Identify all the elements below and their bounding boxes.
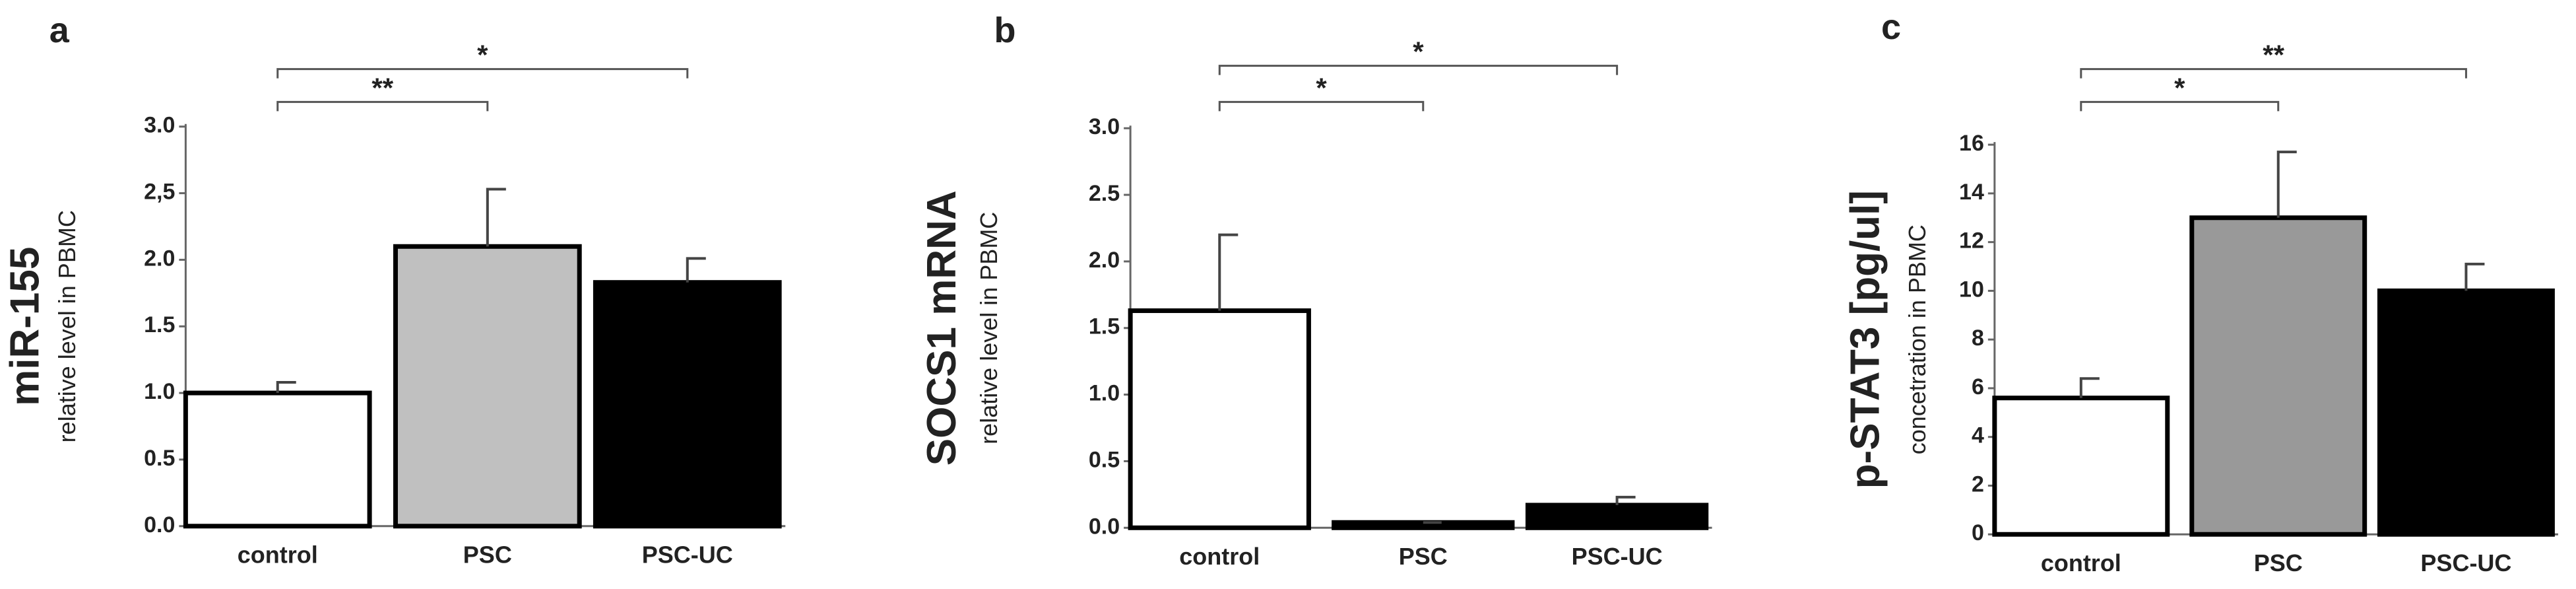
error-bar bbox=[1218, 233, 1239, 311]
x-tick-label: PSC-UC bbox=[1572, 543, 1663, 570]
bar bbox=[593, 280, 782, 529]
y-tick-label: 2.5 bbox=[1089, 181, 1120, 206]
y-tick-label: 0.5 bbox=[144, 446, 175, 471]
y-tick-label: 12 bbox=[1959, 228, 1984, 254]
significance-bracket bbox=[2080, 100, 2280, 112]
y-tick-label: 2,5 bbox=[144, 180, 175, 205]
y-tick-label: 2.0 bbox=[144, 246, 175, 271]
error-bar bbox=[486, 188, 506, 247]
y-tick-label: 0.5 bbox=[1089, 447, 1120, 472]
bar bbox=[1128, 308, 1311, 530]
panel-label: a bbox=[49, 11, 70, 50]
significance-bracket bbox=[276, 100, 489, 112]
error-bar bbox=[1615, 495, 1636, 506]
significance-label: * bbox=[2174, 72, 2185, 103]
x-tick-label: PSC-UC bbox=[2420, 549, 2511, 576]
y-tick-label: 1.5 bbox=[144, 312, 175, 337]
y-tick-label: 4 bbox=[1972, 423, 1984, 448]
x-tick-label: PSC bbox=[463, 541, 512, 568]
x-tick-label: PSC bbox=[2254, 549, 2303, 576]
error-bar bbox=[276, 380, 296, 394]
error-bar bbox=[2464, 262, 2485, 291]
y-tick-label: 0.0 bbox=[144, 512, 175, 537]
x-tick-label: control bbox=[238, 541, 318, 568]
bar bbox=[393, 244, 582, 529]
y-axis-subtitle: relative level in PBMC bbox=[53, 210, 80, 442]
significance-bracket bbox=[1218, 100, 1425, 112]
y-tick-label: 1.0 bbox=[1089, 381, 1120, 406]
y-axis-subtitle: relative level in PBMC bbox=[975, 212, 1002, 444]
y-tick-label: 3.0 bbox=[144, 113, 175, 138]
y-tick-label: 8 bbox=[1972, 326, 1984, 351]
bar bbox=[2377, 288, 2555, 537]
x-tick-label: control bbox=[2041, 549, 2121, 576]
y-axis-title: miR-155 bbox=[3, 247, 48, 406]
y-tick-label: 0 bbox=[1972, 520, 1984, 545]
y-tick-label: 14 bbox=[1959, 180, 1984, 205]
y-tick-label: 1.0 bbox=[144, 379, 175, 404]
significance-label: * bbox=[1413, 36, 1424, 67]
panel-label: c bbox=[1881, 7, 1901, 47]
y-tick-label: 10 bbox=[1959, 277, 1984, 302]
y-tick-label: 6 bbox=[1972, 374, 1984, 399]
significance-bracket bbox=[276, 68, 689, 79]
significance-label: * bbox=[1316, 72, 1327, 103]
x-tick-label: PSC bbox=[1399, 543, 1448, 570]
y-tick-label: 3.0 bbox=[1089, 114, 1120, 139]
x-tick-label: control bbox=[1179, 543, 1260, 570]
panel-label: b bbox=[994, 11, 1015, 50]
significance-bracket bbox=[2080, 68, 2467, 79]
y-tick-label: 16 bbox=[1959, 131, 1984, 156]
y-tick-label: 0.0 bbox=[1089, 514, 1120, 539]
error-bar bbox=[686, 257, 706, 283]
bar bbox=[1525, 502, 1709, 530]
significance-label: * bbox=[477, 40, 488, 71]
significance-label: ** bbox=[2263, 40, 2284, 71]
bar bbox=[1992, 396, 2170, 537]
significance-label: ** bbox=[371, 72, 393, 103]
y-tick-label: 2.0 bbox=[1089, 248, 1120, 273]
bar bbox=[2189, 215, 2367, 537]
y-axis-title: p-STAT3 [pg/ul] bbox=[1843, 190, 1888, 489]
error-bar bbox=[2276, 151, 2297, 218]
error-bar bbox=[2079, 377, 2100, 398]
significance-bracket bbox=[1218, 65, 1619, 75]
x-tick-label: PSC-UC bbox=[642, 541, 733, 568]
y-axis-title: SOCS1 mRNA bbox=[919, 190, 965, 466]
bar bbox=[183, 390, 372, 529]
y-tick-label: 2 bbox=[1972, 471, 1984, 497]
y-axis-subtitle: concetration in PBMC bbox=[1904, 225, 1931, 454]
y-tick-label: 1.5 bbox=[1089, 314, 1120, 339]
